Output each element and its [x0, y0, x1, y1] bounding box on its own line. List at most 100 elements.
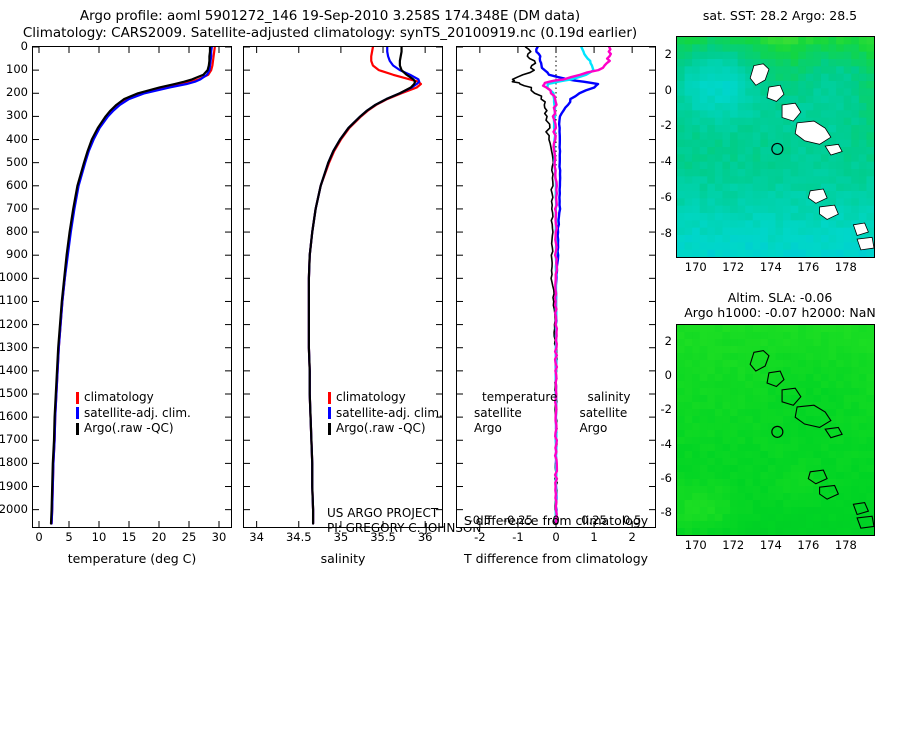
difference-legend-temperature-header: temperature	[482, 390, 558, 404]
depth-tick-500: 500	[6, 154, 28, 169]
sst-map-xtick-178: 178	[834, 260, 857, 274]
sst-map-xtick-172: 172	[722, 260, 745, 274]
salinity-legend-label: climatology	[336, 390, 406, 404]
sst-map-ytick-2: 2	[664, 46, 672, 61]
depth-tick-1300: 1300	[0, 339, 28, 354]
difference-panel-legend: temperature satellite Argo salinity satellit…	[474, 390, 630, 437]
salinity-legend-entry: satellite-adj. clim.	[328, 406, 443, 422]
sst-map-ytick-neg6: -6	[660, 189, 672, 204]
tdiff-xtick--2: -2	[474, 530, 486, 544]
difference-legend-salinity-label: satellite	[579, 405, 628, 420]
depth-tick-1400: 1400	[0, 362, 28, 377]
depth-tick-600: 600	[6, 177, 28, 192]
legend-color-swatch-icon	[328, 407, 331, 420]
sst-map-ytick-0: 0	[664, 82, 672, 97]
temperature-xtick-30: 30	[211, 530, 227, 544]
depth-tick-700: 700	[6, 200, 28, 215]
salinity-legend-entry: Argo(.raw -QC)	[328, 421, 443, 437]
salinity-legend-label: Argo(.raw -QC)	[336, 421, 426, 435]
sla-map-ytick-neg6: -6	[660, 470, 672, 485]
temperature-legend-entry: climatology	[76, 390, 191, 406]
depth-tick-1200: 1200	[0, 316, 28, 331]
credit-line-2: PI: GREGORY C. JOHNSON	[327, 520, 482, 535]
legend-color-swatch-icon	[328, 422, 331, 435]
legend-color-swatch-icon	[328, 391, 331, 404]
salinity-xtick-35: 35	[333, 530, 349, 544]
tdiff-xtick-0: 0	[552, 530, 560, 544]
salinity-legend-entry: climatology	[328, 390, 443, 406]
temperature-legend-label: satellite-adj. clim.	[84, 405, 191, 420]
salinity-xtick-34.5: 34.5	[285, 530, 312, 544]
page-title: Argo profile: aoml 5901272_146 19-Sep-20…	[0, 8, 660, 42]
legend-color-swatch-icon	[76, 407, 79, 420]
difference-legend-temperature-label: Argo	[474, 421, 502, 435]
salinity-profile-plot	[244, 47, 442, 527]
temperature-xtick-5: 5	[65, 530, 73, 544]
sla-map-xtick-178: 178	[834, 538, 857, 552]
temperature-xtick-25: 25	[181, 530, 197, 544]
temperature-x-axis-label: temperature (deg C)	[67, 551, 197, 566]
depth-tick-1500: 1500	[0, 385, 28, 400]
temperature-legend-entry: Argo(.raw -QC)	[76, 421, 191, 437]
sla-title-line-1: Altim. SLA: -0.06	[727, 290, 833, 305]
depth-tick-1600: 1600	[0, 409, 28, 424]
temperature-profile-plot	[33, 47, 231, 527]
sst-map-ytick-neg2: -2	[660, 118, 672, 133]
temperature-legend-label: Argo(.raw -QC)	[84, 421, 174, 435]
sla-map-ytick-neg8: -8	[660, 504, 672, 519]
depth-tick-1800: 1800	[0, 455, 28, 470]
sst-map	[676, 36, 875, 258]
difference-profile-panel	[456, 46, 656, 528]
sst-map-title: sat. SST: 28.2 Argo: 28.5	[702, 8, 858, 23]
sla-map-ytick-neg2: -2	[660, 402, 672, 417]
sla-map-raster	[677, 325, 874, 535]
temperature-xtick-20: 20	[151, 530, 167, 544]
difference-legend-salinity-entry: Argo	[579, 421, 630, 437]
sst-map-xtick-174: 174	[759, 260, 782, 274]
depth-tick-1900: 1900	[0, 478, 28, 493]
difference-legend-salinity-entry: satellite	[579, 406, 630, 422]
sla-map-ytick-2: 2	[664, 334, 672, 349]
difference-legend-temperature-entry: Argo	[474, 421, 557, 437]
difference-temperature-axis-label: T difference from climatology	[463, 551, 649, 566]
sla-map-xtick-176: 176	[797, 538, 820, 552]
sst-map-xtick-170: 170	[684, 260, 707, 274]
argo-profile-figure: Argo profile: aoml 5901272_146 19-Sep-20…	[0, 8, 900, 734]
legend-color-swatch-icon	[76, 391, 79, 404]
salinity-profile-panel	[243, 46, 443, 528]
depth-tick-400: 400	[6, 131, 28, 146]
sdiff-xtick-0.25: 0.25	[581, 513, 607, 527]
sdiff-xtick-0.5: 0.5	[622, 513, 642, 527]
temperature-legend-label: climatology	[84, 390, 154, 404]
temperature-xtick-10: 10	[91, 530, 107, 544]
difference-legend-temperature-label: satellite	[474, 405, 522, 420]
difference-legend-salinity-label: Argo	[579, 421, 608, 435]
difference-legend-temperature-entry: satellite	[474, 406, 557, 422]
depth-tick-900: 900	[6, 247, 28, 262]
sst-map-xtick-176: 176	[797, 260, 820, 274]
sdiff-xtick--0.5: -0.5	[468, 513, 492, 527]
tdiff-xtick-1: 1	[590, 530, 598, 544]
sla-map	[676, 324, 875, 536]
depth-tick-200: 200	[6, 85, 28, 100]
sla-map-xtick-174: 174	[759, 538, 782, 552]
salinity-xtick-34: 34	[249, 530, 264, 544]
temperature-xtick-0: 0	[35, 530, 43, 544]
legend-color-swatch-icon	[76, 422, 79, 435]
sdiff-xtick--0.25: -0.25	[503, 513, 533, 527]
depth-tick-100: 100	[6, 62, 28, 77]
sla-map-ytick-0: 0	[664, 368, 672, 383]
salinity-legend-label: satellite-adj. clim.	[336, 405, 443, 420]
salinity-xtick-35.5: 35.5	[370, 530, 396, 544]
title-line-2: Climatology: CARS2009. Satellite-adjuste…	[22, 25, 638, 41]
sst-map-ytick-neg8: -8	[660, 225, 672, 240]
sla-map-title: Altim. SLA: -0.06 Argo h1000: -0.07 h200…	[660, 290, 900, 320]
salinity-xtick-36: 36	[417, 530, 433, 544]
title-line-1: Argo profile: aoml 5901272_146 19-Sep-20…	[79, 8, 581, 24]
difference-legend-temperature: temperature satellite Argo	[474, 390, 557, 437]
sla-map-xtick-170: 170	[684, 538, 707, 552]
tdiff-xtick-2: 2	[628, 530, 636, 544]
temperature-xtick-15: 15	[121, 530, 137, 544]
depth-tick-800: 800	[6, 224, 28, 239]
sla-map-ytick-neg4: -4	[660, 436, 672, 451]
